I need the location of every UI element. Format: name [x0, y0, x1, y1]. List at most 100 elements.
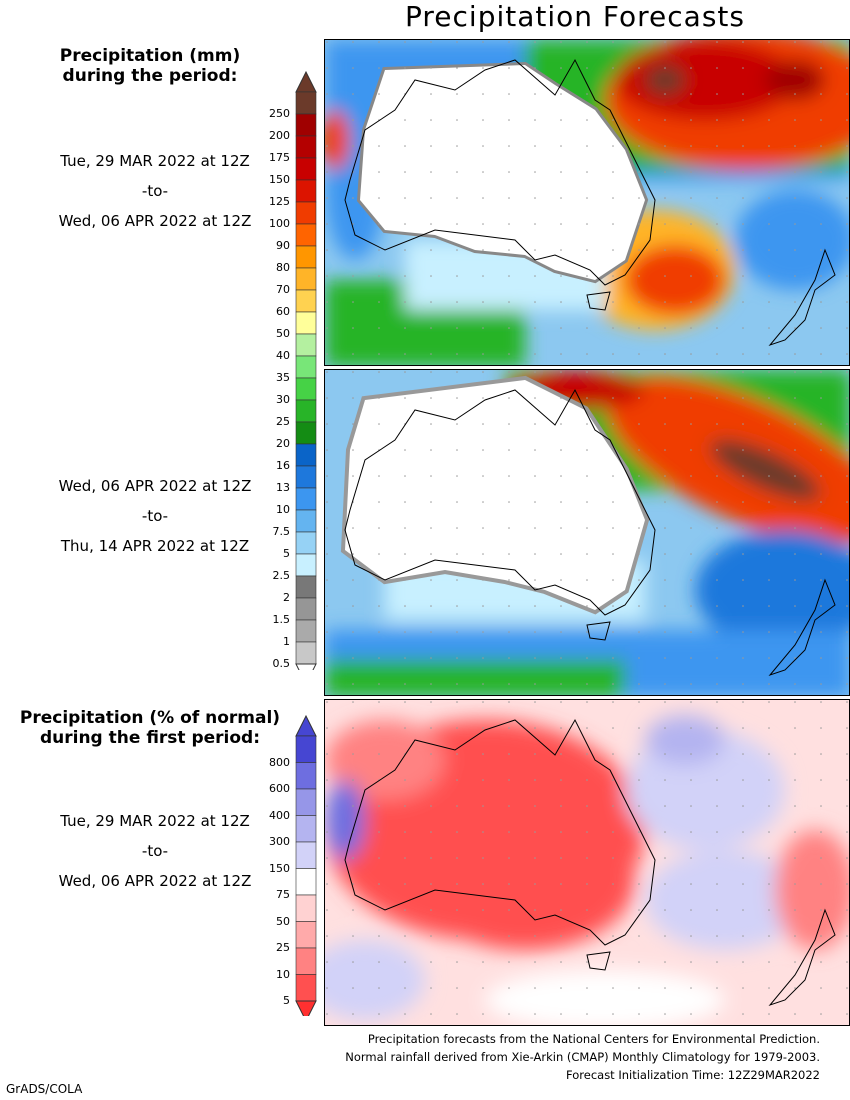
colorbar-tick-label: 175: [269, 151, 290, 164]
colorbar-tick-label: 150: [269, 173, 290, 186]
colorbar-swatch: [295, 223, 317, 247]
colorbar-swatch: [295, 377, 317, 401]
footer-line3: Forecast Initialization Time: 12Z29MAR20…: [566, 1068, 820, 1082]
colorbar-swatch: [295, 788, 317, 816]
precip-mm-heading-line2: during the period:: [62, 66, 238, 86]
precip-map-period2: [325, 370, 849, 695]
page-title: Precipitation Forecasts: [405, 0, 745, 33]
colorbar-tick-label: 50: [276, 327, 290, 340]
colorbar-tick-label: 30: [276, 393, 290, 406]
colorbar-tick-label: 7.5: [272, 525, 291, 538]
colorbar-tick-label: 1.5: [272, 613, 291, 626]
pct-period-sep: -to-: [141, 842, 169, 860]
colorbar-swatch: [295, 267, 317, 291]
colorbar-swatch: [295, 487, 317, 511]
colorbar-tick-label: 70: [276, 283, 290, 296]
colorbar-tick-label: 35: [276, 371, 290, 384]
colorbar-tick-label: 1: [283, 635, 290, 648]
precip-mm-colorbar: [295, 70, 317, 670]
colorbar-bottom-arrow: [295, 1000, 317, 1016]
colorbar-swatch: [295, 201, 317, 225]
colorbar-swatch: [295, 91, 317, 115]
colorbar-tick-label: 600: [269, 782, 290, 795]
colorbar-tick-label: 800: [269, 755, 290, 769]
colorbar-swatch: [295, 815, 317, 843]
colorbar-tick-label: 10: [276, 503, 290, 516]
colorbar-bottom-arrow: [295, 663, 317, 670]
period2-sep: -to-: [141, 507, 169, 525]
colorbar-tick-label: 16: [276, 459, 290, 472]
colorbar-swatch: [295, 735, 317, 763]
colorbar-swatch: [295, 868, 317, 896]
colorbar-swatch: [295, 421, 317, 445]
colorbar-swatch: [295, 399, 317, 423]
colorbar-tick-label: 75: [276, 888, 290, 901]
colorbar-tick-label: 200: [269, 129, 290, 142]
period2-to: Thu, 14 APR 2022 at 12Z: [60, 537, 250, 555]
period1-sep: -to-: [141, 182, 169, 200]
colorbar-swatch: [295, 113, 317, 137]
colorbar-tick-label: 25: [276, 941, 290, 954]
colorbar-tick-label: 100: [269, 217, 290, 230]
pct-normal-map: [325, 700, 849, 1025]
colorbar-swatch: [295, 135, 317, 159]
map-panel-period2: [324, 369, 850, 696]
precip-pct-heading-line2: during the first period:: [39, 728, 261, 748]
colorbar-swatch: [295, 947, 317, 975]
colorbar-tick-label: 50: [276, 914, 290, 928]
colorbar-swatch: [295, 443, 317, 467]
colorbar-swatch: [295, 245, 317, 269]
colorbar-swatch: [295, 531, 317, 555]
map-panel-period1: [324, 39, 850, 366]
precip-mm-heading-line1: Precipitation (mm): [59, 46, 241, 66]
colorbar-swatch: [295, 355, 317, 379]
colorbar-swatch: [295, 509, 317, 533]
colorbar-tick-label: 0.5: [272, 657, 291, 670]
colorbar-swatch: [295, 619, 317, 643]
colorbar-swatch: [295, 597, 317, 621]
colorbar-tick-label: 400: [269, 808, 290, 822]
colorbar-swatch: [295, 974, 317, 1002]
precip-pct-heading-line1: Precipitation (% of normal): [19, 708, 281, 728]
colorbar-tick-label: 20: [276, 437, 290, 450]
colorbar-tick-label: 250: [269, 107, 290, 120]
colorbar-top-arrow: [295, 70, 317, 93]
footer-line1: Precipitation forecasts from the Nationa…: [367, 1032, 820, 1046]
colorbar-swatch: [295, 179, 317, 203]
precip-pct-heading: Precipitation (% of normal) during the f…: [0, 708, 300, 748]
period2-from: Wed, 06 APR 2022 at 12Z: [58, 477, 252, 495]
colorbar-tick-label: 5: [283, 994, 290, 1007]
period1-from: Tue, 29 MAR 2022 at 12Z: [60, 152, 250, 170]
colorbar-tick-label: 150: [269, 861, 290, 875]
colorbar-tick-label: 10: [276, 967, 290, 981]
colorbar-swatch: [295, 762, 317, 790]
colorbar-swatch: [295, 641, 317, 665]
colorbar-swatch: [295, 333, 317, 357]
colorbar-tick-label: 13: [276, 481, 290, 494]
colorbar-swatch: [295, 921, 317, 949]
colorbar-tick-label: 2.5: [272, 569, 291, 582]
colorbar-top-arrow: [295, 714, 317, 737]
colorbar-tick-label: 80: [276, 261, 290, 274]
colorbar-swatch: [295, 553, 317, 577]
colorbar-swatch: [295, 465, 317, 489]
pct-period-from: Tue, 29 MAR 2022 at 12Z: [60, 812, 250, 830]
precip-mm-heading: Precipitation (mm) during the period:: [0, 46, 300, 86]
precip-pct-colorbar: [295, 714, 317, 1016]
colorbar-tick-label: 2: [283, 591, 290, 604]
colorbar-tick-label: 90: [276, 239, 290, 252]
precip-map-period1: [325, 40, 849, 365]
colorbar-tick-label: 125: [269, 195, 290, 208]
colorbar-tick-label: 300: [269, 835, 290, 848]
colorbar-swatch: [295, 575, 317, 599]
colorbar-tick-label: 60: [276, 305, 290, 318]
colorbar-swatch: [295, 841, 317, 869]
footer-line2: Normal rainfall derived from Xie-Arkin (…: [345, 1050, 820, 1064]
colorbar-swatch: [295, 289, 317, 313]
pct-period-to: Wed, 06 APR 2022 at 12Z: [58, 872, 252, 890]
grads-credit: GrADS/COLA: [6, 1082, 83, 1096]
colorbar-swatch: [295, 157, 317, 181]
colorbar-tick-label: 5: [283, 547, 290, 560]
colorbar-swatch: [295, 894, 317, 922]
colorbar-swatch: [295, 311, 317, 335]
